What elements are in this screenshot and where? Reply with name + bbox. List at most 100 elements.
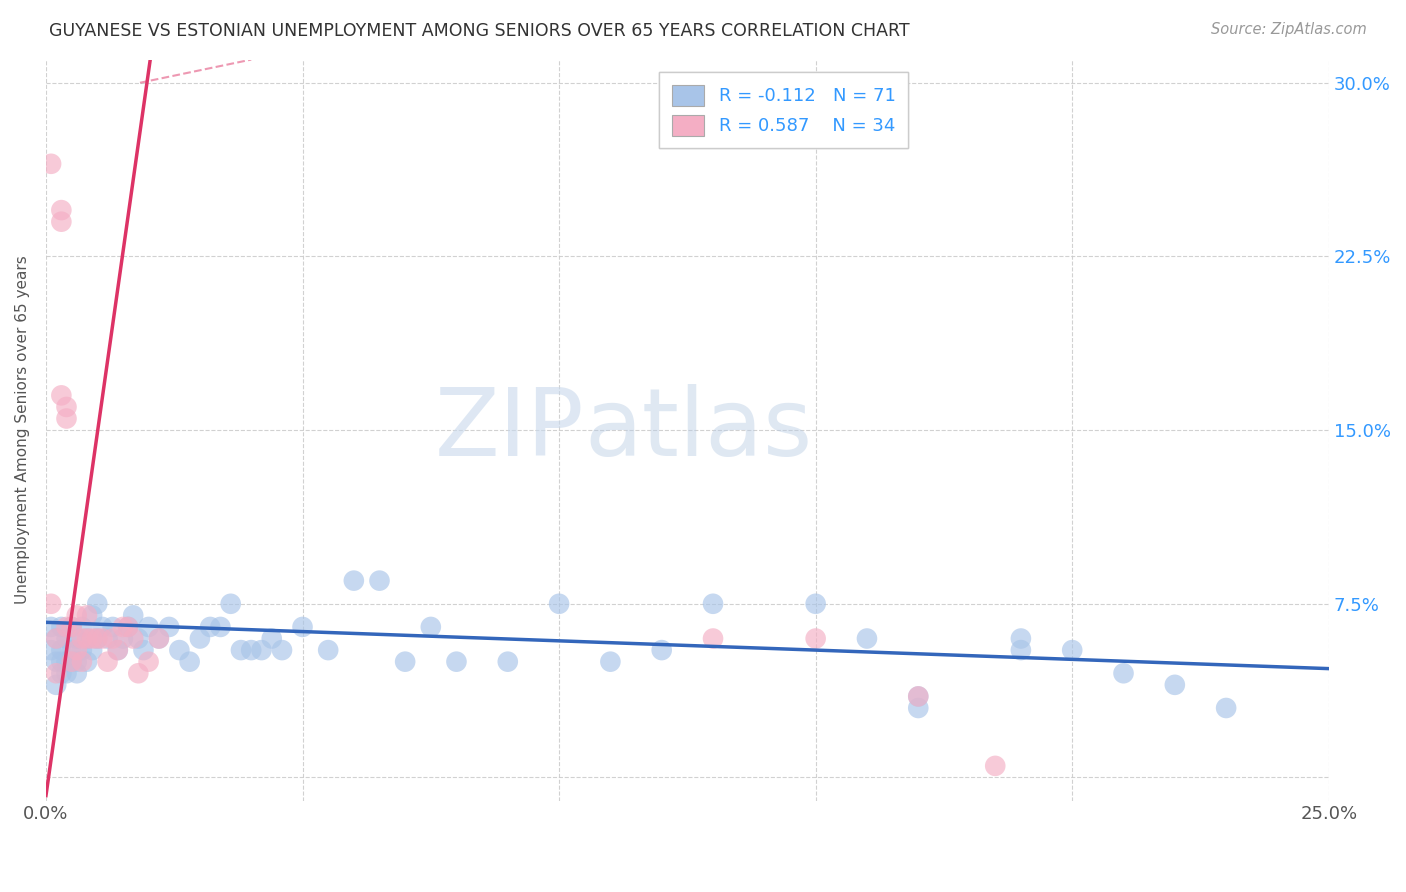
Point xyxy=(117,620,139,634)
Text: GUYANESE VS ESTONIAN UNEMPLOYMENT AMONG SENIORS OVER 65 YEARS CORRELATION CHART: GUYANESE VS ESTONIAN UNEMPLOYMENT AMONG … xyxy=(49,22,910,40)
Point xyxy=(76,632,98,646)
Point xyxy=(55,666,77,681)
Point xyxy=(60,620,83,634)
Point xyxy=(51,620,73,634)
Point xyxy=(260,632,283,646)
Point xyxy=(39,620,62,634)
Point xyxy=(51,388,73,402)
Point xyxy=(599,655,621,669)
Point xyxy=(122,632,145,646)
Point xyxy=(76,655,98,669)
Point xyxy=(45,666,67,681)
Point xyxy=(169,643,191,657)
Point xyxy=(984,759,1007,773)
Point xyxy=(82,608,104,623)
Point xyxy=(138,655,160,669)
Point xyxy=(45,678,67,692)
Point xyxy=(86,597,108,611)
Point xyxy=(45,655,67,669)
Point xyxy=(55,400,77,414)
Point xyxy=(51,203,73,218)
Point xyxy=(82,643,104,657)
Point xyxy=(60,643,83,657)
Point xyxy=(39,643,62,657)
Point xyxy=(856,632,879,646)
Point xyxy=(271,643,294,657)
Point xyxy=(101,632,124,646)
Point xyxy=(70,655,93,669)
Point xyxy=(66,655,89,669)
Point xyxy=(127,632,149,646)
Point xyxy=(157,620,180,634)
Point xyxy=(39,157,62,171)
Point xyxy=(111,632,134,646)
Y-axis label: Unemployment Among Seniors over 65 years: Unemployment Among Seniors over 65 years xyxy=(15,256,30,605)
Point xyxy=(66,643,89,657)
Point xyxy=(250,643,273,657)
Point xyxy=(188,632,211,646)
Point xyxy=(60,655,83,669)
Point xyxy=(1112,666,1135,681)
Point xyxy=(66,608,89,623)
Point xyxy=(55,632,77,646)
Point xyxy=(76,608,98,623)
Point xyxy=(60,655,83,669)
Point xyxy=(55,655,77,669)
Point xyxy=(179,655,201,669)
Point xyxy=(907,690,929,704)
Point xyxy=(291,620,314,634)
Point xyxy=(1215,701,1237,715)
Point xyxy=(101,620,124,634)
Point xyxy=(70,632,93,646)
Point xyxy=(51,655,73,669)
Point xyxy=(107,643,129,657)
Point xyxy=(66,666,89,681)
Point xyxy=(1010,632,1032,646)
Point xyxy=(51,215,73,229)
Point xyxy=(60,620,83,634)
Point xyxy=(1010,643,1032,657)
Point xyxy=(127,666,149,681)
Point xyxy=(55,411,77,425)
Point xyxy=(148,632,170,646)
Point xyxy=(1062,643,1084,657)
Point xyxy=(86,632,108,646)
Point xyxy=(111,620,134,634)
Point xyxy=(702,597,724,611)
Point xyxy=(45,632,67,646)
Point xyxy=(229,643,252,657)
Legend: R = -0.112   N = 71, R = 0.587    N = 34: R = -0.112 N = 71, R = 0.587 N = 34 xyxy=(659,72,908,148)
Point xyxy=(198,620,221,634)
Point xyxy=(394,655,416,669)
Point xyxy=(132,643,155,657)
Point xyxy=(70,620,93,634)
Point xyxy=(107,643,129,657)
Point xyxy=(316,643,339,657)
Point xyxy=(148,632,170,646)
Point xyxy=(91,620,114,634)
Point xyxy=(446,655,468,669)
Point xyxy=(496,655,519,669)
Point xyxy=(45,632,67,646)
Point xyxy=(804,597,827,611)
Point xyxy=(122,608,145,623)
Point xyxy=(138,620,160,634)
Point xyxy=(343,574,366,588)
Point xyxy=(368,574,391,588)
Point xyxy=(219,597,242,611)
Point xyxy=(82,632,104,646)
Point xyxy=(39,597,62,611)
Point xyxy=(702,632,724,646)
Point xyxy=(804,632,827,646)
Point xyxy=(96,632,118,646)
Point xyxy=(51,643,73,657)
Point xyxy=(240,643,263,657)
Point xyxy=(117,620,139,634)
Point xyxy=(419,620,441,634)
Text: ZIP: ZIP xyxy=(434,384,585,476)
Point xyxy=(76,632,98,646)
Point xyxy=(55,620,77,634)
Point xyxy=(907,701,929,715)
Point xyxy=(1164,678,1187,692)
Text: Source: ZipAtlas.com: Source: ZipAtlas.com xyxy=(1211,22,1367,37)
